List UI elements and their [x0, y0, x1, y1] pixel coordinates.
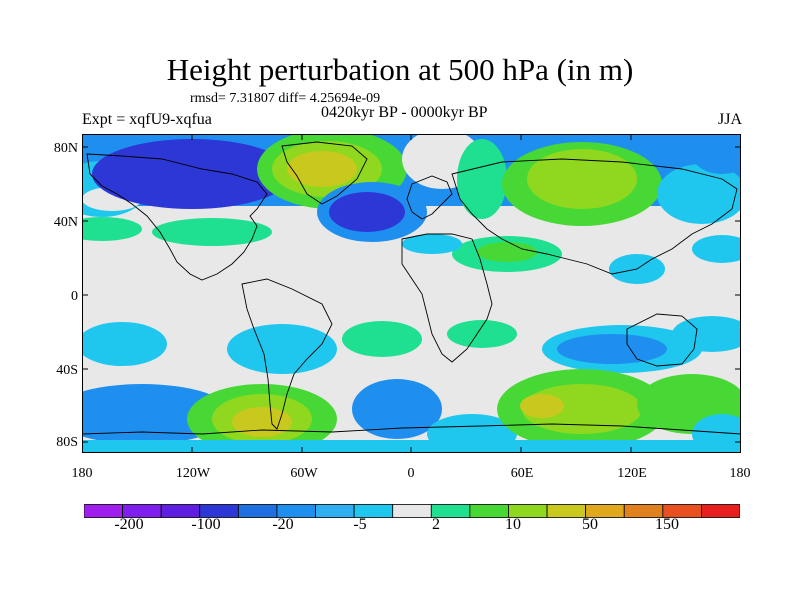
antarctica-coast — [82, 423, 741, 435]
coastlines — [82, 141, 741, 435]
colorbar-box — [701, 504, 740, 518]
contour-fill — [82, 134, 741, 453]
rmsd-stats: rmsd= 7.31807 diff= 4.25694e-09 — [190, 91, 381, 106]
colorbar-label-m5: -5 — [353, 516, 367, 533]
lat-tick-80s: 80S — [56, 435, 78, 450]
colorbar — [84, 504, 740, 518]
lat-tick-40n: 40N — [53, 215, 78, 230]
lon-tick-180w: 180 — [71, 466, 93, 481]
australia-coast — [626, 313, 698, 367]
south-america-coast — [241, 278, 333, 430]
lat-tick-eq: 0 — [71, 289, 78, 304]
height-perturbation-map — [82, 134, 741, 453]
season-label: JJA — [717, 111, 742, 128]
greenland-coast — [281, 141, 368, 205]
lon-tick-60e: 60E — [510, 466, 534, 481]
period-label: 0420kyr BP - 0000kyr BP — [321, 104, 488, 121]
colorbar-label-150: 150 — [655, 516, 679, 533]
lon-tick-120w: 120W — [175, 466, 211, 481]
lat-tick-80n: 80N — [53, 141, 78, 156]
colorbar-label-m100: -100 — [191, 516, 221, 533]
lon-tick-120e: 120E — [617, 466, 647, 481]
colorbar-label-50: 50 — [582, 516, 598, 533]
colorbar-label-m200: -200 — [114, 516, 144, 533]
map-title: Height perturbation at 500 hPa (in m) — [166, 52, 634, 87]
colorbar-label-10: 10 — [505, 516, 521, 533]
asia-coast — [451, 158, 738, 275]
colorbar-label-m20: -20 — [272, 516, 294, 533]
africa-coast — [401, 233, 493, 363]
europe-coast — [406, 175, 453, 220]
lon-tick-60w: 60W — [290, 466, 318, 481]
lat-tick-40s: 40S — [56, 363, 78, 378]
axis-ticks — [82, 134, 741, 453]
colorbar-label-2: 2 — [432, 516, 440, 533]
north-america-coast — [86, 153, 268, 281]
experiment-label: Expt = xqfU9-xqfua — [82, 111, 212, 128]
lon-tick-180e: 180 — [729, 466, 751, 481]
lon-tick-0: 0 — [407, 466, 415, 481]
